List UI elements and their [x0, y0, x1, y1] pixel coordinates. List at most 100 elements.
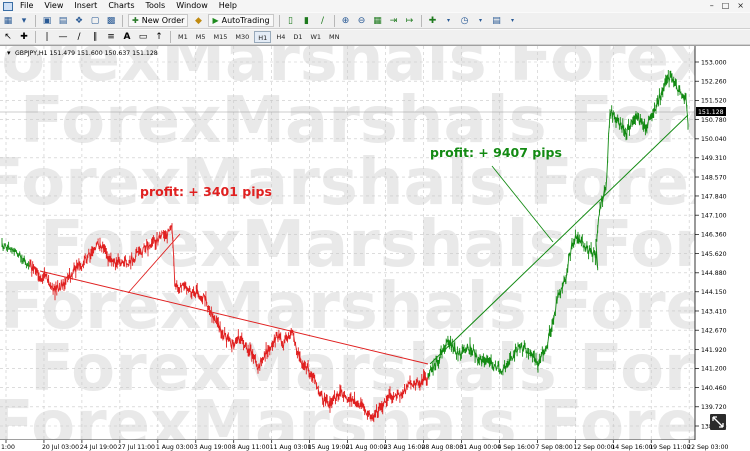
time-tick-label: 7 Sep 08:00 — [535, 444, 572, 451]
new-order-button[interactable]: ✚ New Order — [128, 14, 189, 27]
timeframe-h4[interactable]: H4 — [276, 33, 286, 41]
green-trend-line[interactable] — [429, 114, 689, 365]
menu-window[interactable]: Window — [176, 1, 208, 10]
timeframe-mn[interactable]: MN — [329, 33, 340, 41]
toolbar-separator — [333, 14, 335, 27]
profiles-icon[interactable]: ▾ — [21, 15, 27, 26]
time-tick-label: 27 Jul 11:00 — [118, 444, 155, 451]
svg-text:▾: ▾ — [7, 49, 11, 57]
dropdown-arrow-icon[interactable]: ▾ — [511, 17, 515, 24]
menu-help[interactable]: Help — [218, 1, 237, 10]
time-tick-label: 14 Sep 16:00 — [611, 444, 652, 451]
chart-canvas[interactable]: ForexMarshals ForexMarshals ForexMarshals… — [0, 22, 750, 451]
toolbar-separator — [35, 31, 36, 43]
menu-charts[interactable]: Charts — [108, 1, 135, 10]
price-tick-label: 140.460 — [701, 385, 727, 392]
new-order-icon: ✚ — [132, 16, 139, 25]
menu-insert[interactable]: Insert — [74, 1, 98, 10]
chart-scale-button[interactable] — [710, 414, 726, 430]
candlesticks-icon[interactable]: ▮ — [304, 15, 309, 26]
new-order-label: New Order — [141, 16, 185, 25]
standard-toolbar: ▦ ▾ ▣ ▤ ❖ ▢ ▩ ✚ New Order ◆ ▶ AutoTradin… — [0, 12, 750, 29]
chart-shift-icon[interactable]: ↦ — [405, 15, 414, 26]
red-series — [29, 223, 429, 423]
navigator-icon[interactable]: ❖ — [74, 15, 84, 26]
indicators-icon[interactable]: ✚ — [428, 15, 437, 26]
channel-icon[interactable]: ∥ — [92, 32, 98, 42]
timeframe-m1[interactable]: M1 — [178, 33, 188, 41]
chart-info-line: ▾ GBPJPY,H1 151.479 151.600 150.637 151.… — [7, 49, 158, 57]
autoscroll-icon[interactable]: ⇥ — [389, 15, 398, 26]
tile-windows-icon[interactable]: ▦ — [373, 15, 382, 26]
price-tick-label: 139.720 — [701, 404, 727, 411]
symbol-info-text: GBPJPY,H1 151.479 151.600 150.637 151.12… — [15, 50, 158, 57]
watermark-text: ForexMarshals ForexMarshals — [0, 146, 750, 220]
cursor-icon[interactable]: ↖ — [4, 32, 12, 42]
price-tick-label: 149.310 — [701, 155, 727, 162]
vertical-line-icon[interactable]: | — [45, 32, 49, 42]
red-profit-annotation[interactable]: profit: + 3401 pips — [140, 184, 272, 199]
bar-chart-icon[interactable]: ▯ — [288, 15, 293, 26]
autotrading-button[interactable]: ▶ AutoTrading — [208, 14, 274, 27]
maximize-button[interactable]: □ — [721, 1, 730, 10]
price-tick-label: 141.920 — [701, 347, 727, 354]
time-tick-label: 1 Aug 03:00 — [156, 444, 194, 451]
price-tick-label: 144.880 — [701, 270, 727, 277]
dropdown-arrow-icon[interactable]: ▾ — [479, 17, 483, 24]
timeframe-m15[interactable]: M15 — [213, 33, 228, 41]
timeframe-m30[interactable]: M30 — [235, 33, 250, 41]
price-tick-label: 152.260 — [701, 79, 727, 86]
toolbar-separator — [420, 14, 422, 27]
arrows-icon[interactable]: ↑ — [155, 32, 163, 42]
label-tool-icon[interactable]: ▭ — [138, 32, 148, 42]
timeframe-w1[interactable]: W1 — [310, 33, 322, 41]
app-icon — [3, 1, 13, 11]
green-pointer-line[interactable] — [491, 165, 554, 243]
price-tick-label: 142.670 — [701, 327, 727, 334]
green-series — [427, 70, 689, 380]
crosshair-icon[interactable]: ✚ — [20, 32, 28, 42]
market-watch-icon[interactable]: ▣ — [42, 15, 52, 26]
strategy-tester-icon[interactable]: ▩ — [106, 15, 116, 26]
price-tick-label: 145.620 — [701, 251, 727, 258]
toolbar-separator — [278, 14, 280, 27]
dropdown-arrow-icon[interactable]: ▾ — [447, 17, 451, 24]
price-tick-label: 150.040 — [701, 136, 727, 143]
price-chart[interactable]: ForexMarshals ForexMarshals ForexMarshals… — [0, 22, 750, 451]
text-tool-icon[interactable]: A — [123, 32, 131, 42]
red-trend-line[interactable] — [39, 270, 429, 365]
toolbar-separator — [122, 14, 123, 27]
close-button[interactable]: × — [737, 1, 744, 10]
timeframe-m5[interactable]: M5 — [195, 33, 206, 41]
timeframe-d1[interactable]: D1 — [293, 33, 303, 41]
time-tick-label: 20 Jul 03:00 — [42, 444, 79, 451]
time-tick-label: 1:00 — [1, 444, 15, 451]
data-window-icon[interactable]: ▤ — [58, 15, 68, 26]
periods-icon[interactable]: ◷ — [460, 15, 469, 26]
zoom-in-icon[interactable]: ⊕ — [341, 15, 350, 26]
zoom-out-icon[interactable]: ⊖ — [357, 15, 366, 26]
green-profit-annotation[interactable]: profit: + 9407 pips — [430, 145, 562, 160]
fibonacci-icon[interactable]: ≡ — [107, 32, 115, 42]
grid-layer — [0, 46, 695, 440]
new-chart-icon[interactable]: ▦ — [3, 15, 13, 26]
metaeditor-icon[interactable]: ◆ — [194, 15, 202, 26]
templates-icon[interactable]: ▤ — [492, 15, 501, 26]
trendline-icon[interactable]: ∕ — [77, 32, 81, 42]
menu-file[interactable]: File — [20, 1, 34, 10]
minimize-button[interactable]: – — [709, 1, 714, 10]
line-chart-icon[interactable]: ∕ — [321, 15, 325, 26]
timeframe-h1[interactable]: H1 — [254, 31, 272, 43]
price-tick-label: 144.150 — [701, 289, 727, 296]
menu-view[interactable]: View — [44, 1, 64, 10]
price-tick-label: 151.520 — [701, 98, 727, 105]
current-price-marker: 151.128 — [0, 107, 726, 116]
autotrading-label: AutoTrading — [221, 16, 270, 25]
red-pointer-line[interactable] — [127, 233, 181, 294]
terminal-icon[interactable]: ▢ — [90, 15, 100, 26]
price-tick-label: 146.360 — [701, 232, 727, 239]
time-tick-label: 22 Sep 03:00 — [687, 444, 728, 451]
horizontal-line-icon[interactable]: — — [58, 32, 68, 42]
menu-tools[interactable]: Tools — [145, 1, 166, 10]
